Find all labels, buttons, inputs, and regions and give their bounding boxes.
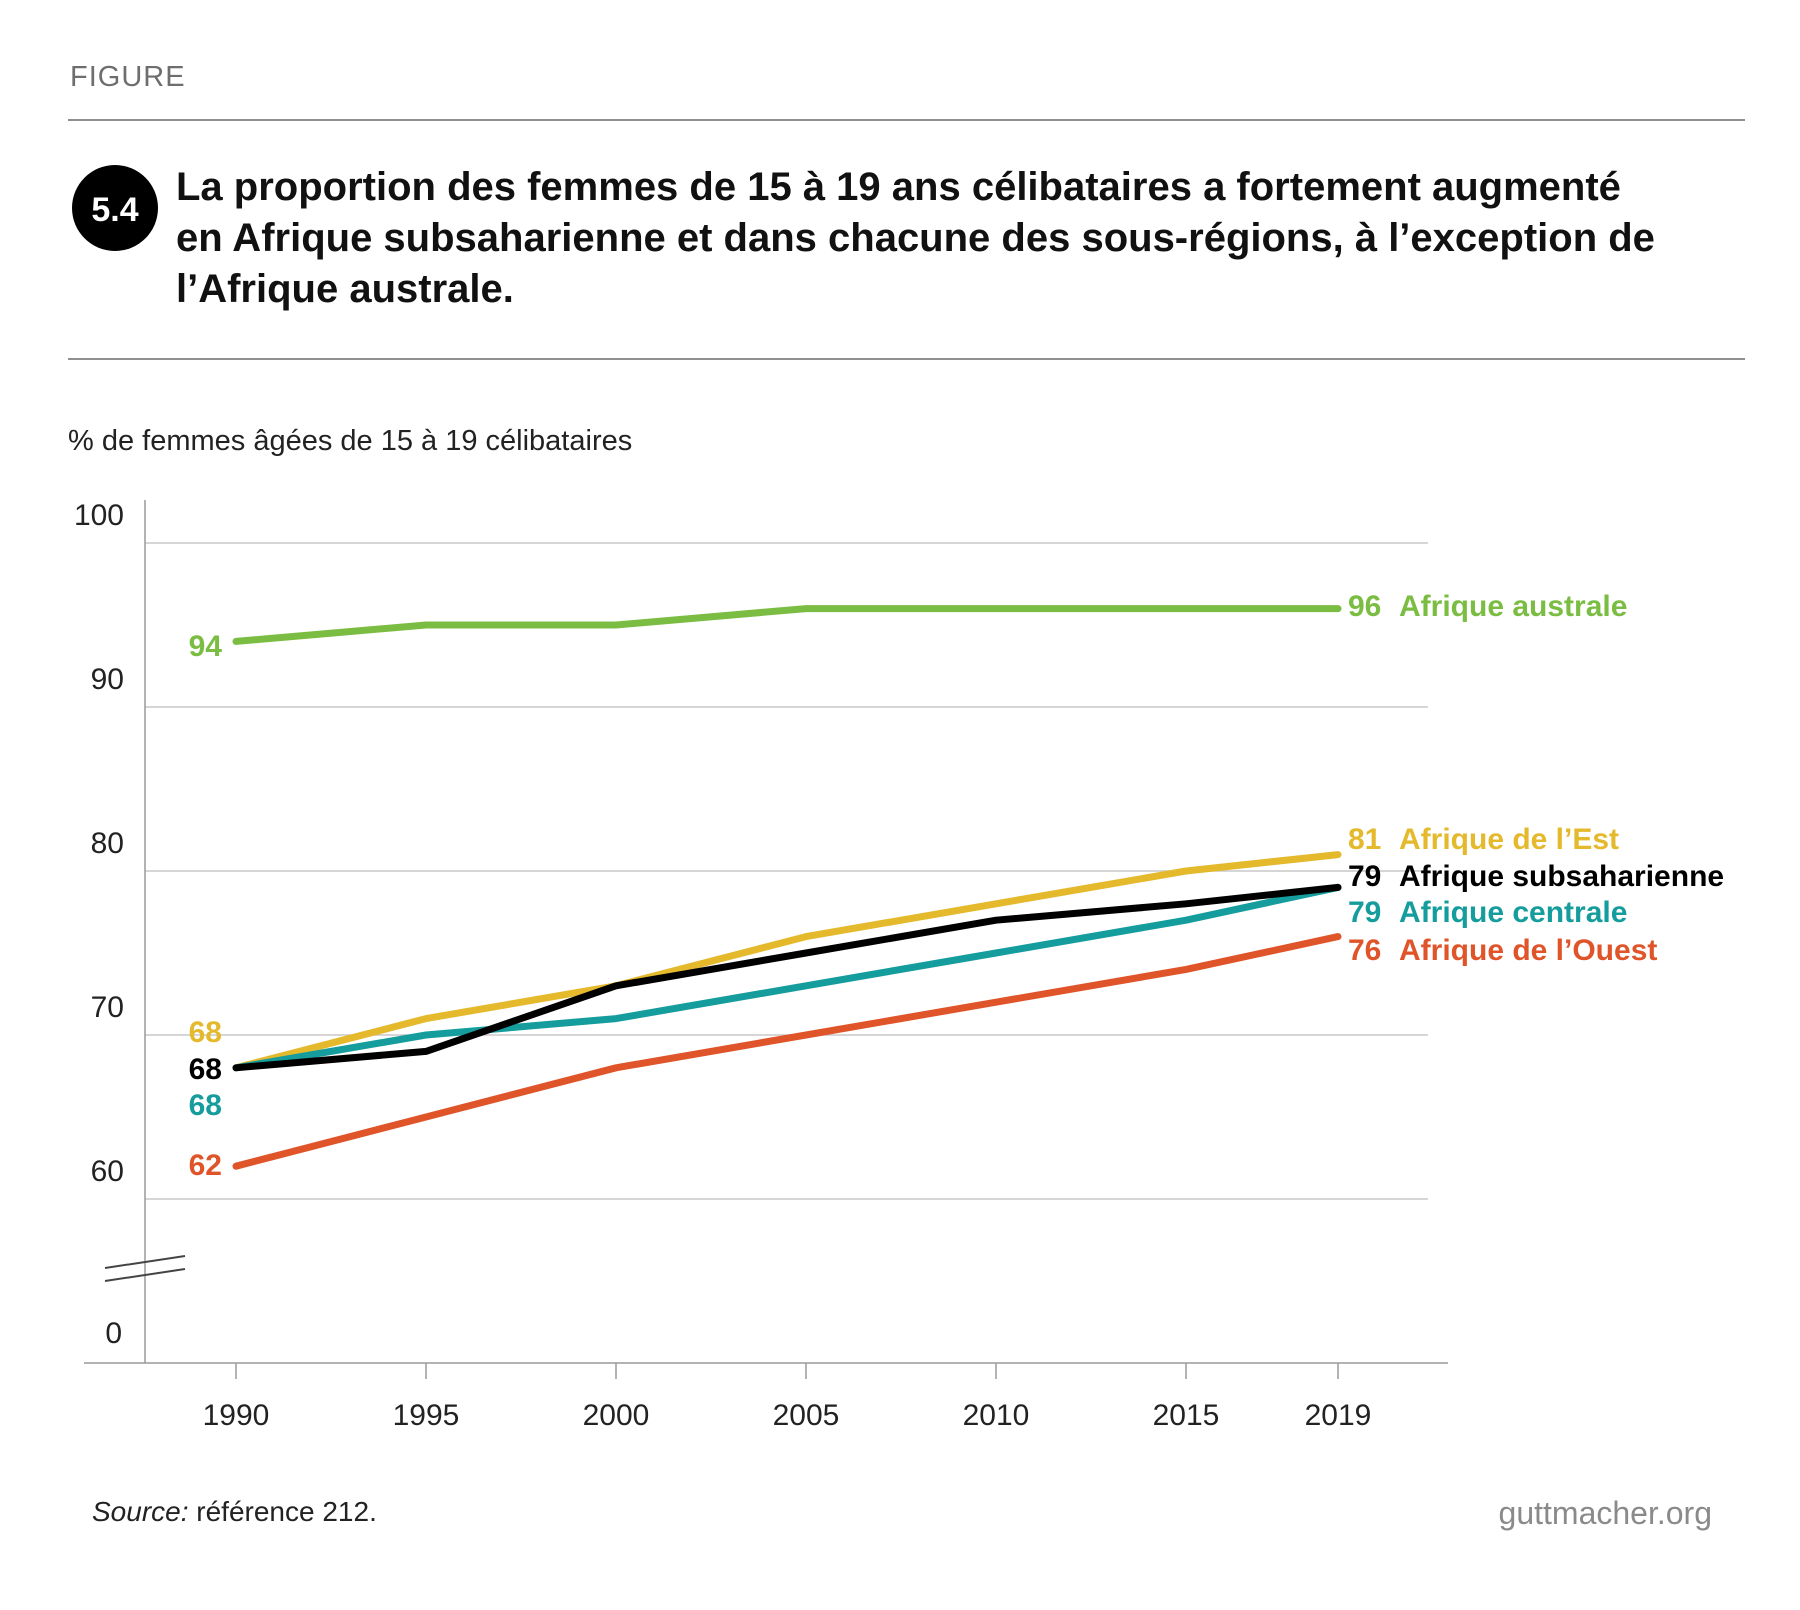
end-value-ouest: 76 <box>1348 934 1381 967</box>
series-line-ouest <box>232 933 1342 1170</box>
source-text: référence 212. <box>189 1496 377 1527</box>
x-tick-label-1990: 1990 <box>203 1399 270 1432</box>
figure-title: La proportion des femmes de 15 à 19 ans … <box>176 165 1666 311</box>
start-label-est: 68 <box>189 1016 222 1049</box>
series-line-centrale <box>232 883 1342 1072</box>
start-label-centrale: 68 <box>189 1089 222 1122</box>
axes <box>84 500 1448 1379</box>
series-lines <box>232 605 1342 1170</box>
x-tick-label-2019: 2019 <box>1305 1399 1372 1432</box>
series-line-australe <box>232 605 1342 645</box>
end-name-ouest: Afrique de l’Ouest <box>1399 934 1657 967</box>
end-value-subsaharienne: 79 <box>1348 860 1381 893</box>
end-name-est: Afrique de l’Est <box>1399 823 1619 856</box>
title-line-1: La proportion des femmes de 15 à 19 ans … <box>176 165 1621 209</box>
title-line-2: en Afrique subsaharienne et dans chacune… <box>176 216 1655 260</box>
source-note: Source: référence 212. <box>92 1496 377 1527</box>
start-label-subsaharienne: 68 <box>189 1053 222 1086</box>
y-tick-label-0: 0 <box>105 1317 122 1350</box>
series-line-est <box>232 851 1342 1072</box>
y-tick-labels: 0 60 70 80 90 100 <box>74 499 124 1350</box>
end-value-australe: 96 <box>1348 590 1381 623</box>
x-tick-labels: 1990 1995 2000 2005 2010 2015 2019 <box>203 1399 1372 1432</box>
site-url: guttmacher.org <box>1499 1495 1712 1531</box>
title-line-3: l’Afrique australe. <box>176 267 514 311</box>
y-axis-label: % de femmes âgées de 15 à 19 célibataire… <box>68 425 632 457</box>
end-name-australe: Afrique australe <box>1399 590 1627 623</box>
x-tick-label-1995: 1995 <box>393 1399 460 1432</box>
y-tick-label-90: 90 <box>91 663 124 696</box>
end-value-centrale: 79 <box>1348 896 1381 929</box>
axis-break-mark-2 <box>104 1268 186 1282</box>
series-line-subsaharienne <box>232 883 1342 1072</box>
x-tick-label-2015: 2015 <box>1153 1399 1220 1432</box>
end-name-subsaharienne: Afrique subsaharienne <box>1399 860 1724 893</box>
end-value-est: 81 <box>1348 823 1381 856</box>
figure-kicker: FIGURE <box>70 61 186 93</box>
x-tick-label-2010: 2010 <box>963 1399 1030 1432</box>
axis-break-mark-1 <box>104 1255 186 1269</box>
x-tick-label-2000: 2000 <box>583 1399 650 1432</box>
source-label: Source: <box>92 1496 189 1527</box>
start-label-ouest: 62 <box>189 1149 222 1182</box>
figure-badge: 5.4 <box>72 165 158 251</box>
gridlines <box>145 542 1428 1200</box>
y-tick-label-60: 60 <box>91 1155 124 1188</box>
start-label-australe: 94 <box>189 630 223 663</box>
end-name-centrale: Afrique centrale <box>1399 896 1627 929</box>
y-tick-label-100: 100 <box>74 499 124 532</box>
badge-circle <box>72 165 158 251</box>
badge-number: 5.4 <box>91 191 138 229</box>
y-tick-label-80: 80 <box>91 827 124 860</box>
y-tick-label-70: 70 <box>91 991 124 1024</box>
x-tick-label-2005: 2005 <box>773 1399 840 1432</box>
